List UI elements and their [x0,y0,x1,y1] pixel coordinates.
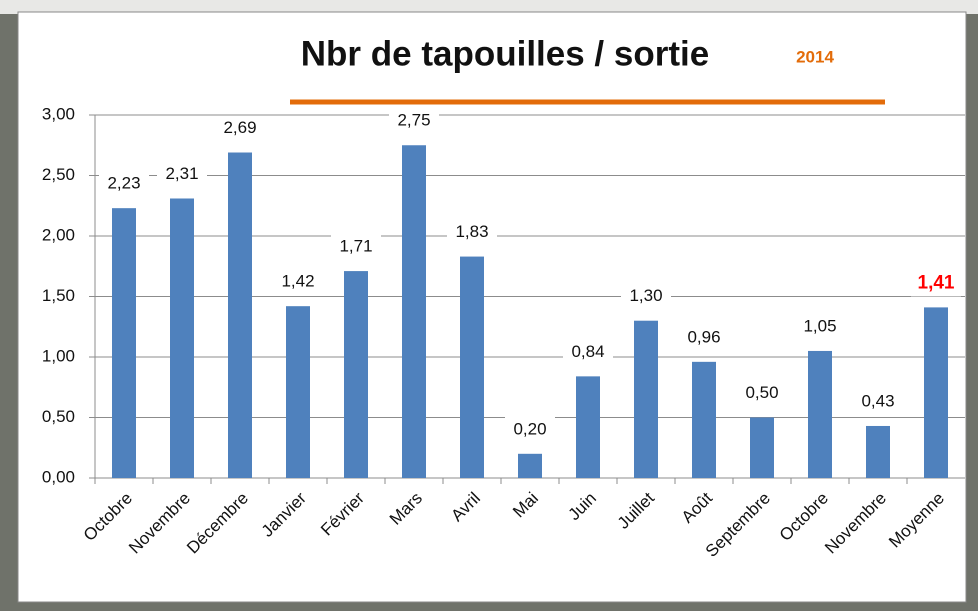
value-label: 2,31 [165,164,198,183]
value-label: 1,30 [629,286,662,305]
value-label: 1,71 [339,237,372,256]
value-label: 2,75 [397,111,430,130]
bar [924,307,948,478]
chart-title: Nbr de tapouilles / sortie [301,34,709,73]
bar [692,362,716,478]
y-tick-label: 0,00 [42,467,75,486]
value-label: 2,23 [107,174,140,193]
chart: Nbr de tapouilles / sortie 2014 0,00 0,50… [0,0,978,611]
value-label: 0,43 [861,391,894,410]
value-label: 0,84 [571,342,604,361]
y-tick-label: 1,50 [42,286,75,305]
value-label: 0,50 [745,383,778,402]
bar [518,454,542,478]
bar [286,306,310,478]
y-tick-label: 2,00 [42,225,75,244]
bar [170,198,194,478]
value-label: 0,96 [687,327,720,346]
bar [866,426,890,478]
value-label: 1,42 [281,272,314,291]
value-label: 1,41 [918,272,955,293]
bar [750,418,774,479]
bar [576,376,600,478]
y-tick-label: 3,00 [42,104,75,123]
bar [402,145,426,478]
page: Nbr de tapouilles / sortie 2014 0,00 0,50… [0,0,978,611]
y-tick-label: 1,00 [42,346,75,365]
bar [634,321,658,478]
y-tick-label: 2,50 [42,165,75,184]
bar [808,351,832,478]
value-label: 2,69 [223,118,256,137]
chart-subtitle: 2014 [796,47,834,66]
value-label: 1,83 [455,222,488,241]
value-label: 1,05 [803,316,836,335]
bar [228,153,252,478]
bar [460,257,484,478]
bar [112,208,136,478]
y-tick-label: 0,50 [42,407,75,426]
bar [344,271,368,478]
value-label: 0,20 [513,419,546,438]
